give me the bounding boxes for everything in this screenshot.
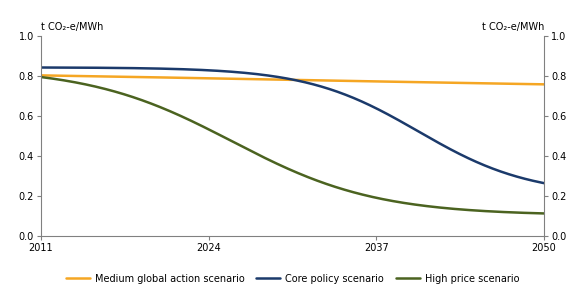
Legend: Medium global action scenario, Core policy scenario, High price scenario: Medium global action scenario, Core poli… — [61, 270, 524, 288]
Core policy scenario — [37, 66, 44, 69]
Core policy scenario — [309, 82, 316, 86]
Line: Core policy scenario: Core policy scenario — [41, 68, 544, 183]
High price scenario — [276, 163, 283, 167]
Text: t CO₂-e/MWh: t CO₂-e/MWh — [481, 22, 544, 32]
Core policy scenario — [528, 179, 535, 182]
High price scenario — [541, 211, 548, 215]
Medium global action scenario — [309, 78, 316, 82]
Text: t CO₂-e/MWh: t CO₂-e/MWh — [41, 22, 104, 32]
Medium global action scenario — [541, 82, 548, 86]
Medium global action scenario — [276, 78, 283, 82]
Line: High price scenario: High price scenario — [41, 77, 544, 213]
Line: Medium global action scenario: Medium global action scenario — [41, 75, 544, 84]
Medium global action scenario — [337, 79, 344, 82]
Medium global action scenario — [37, 74, 44, 77]
Core policy scenario — [276, 75, 283, 79]
Medium global action scenario — [450, 81, 457, 85]
High price scenario — [450, 207, 457, 211]
Core policy scenario — [450, 149, 457, 153]
Core policy scenario — [337, 91, 344, 95]
Medium global action scenario — [280, 78, 287, 82]
High price scenario — [337, 187, 344, 190]
High price scenario — [37, 75, 44, 79]
High price scenario — [309, 177, 316, 181]
Core policy scenario — [541, 181, 548, 185]
Core policy scenario — [280, 76, 287, 80]
High price scenario — [280, 165, 287, 168]
Medium global action scenario — [528, 82, 535, 86]
High price scenario — [528, 211, 535, 215]
